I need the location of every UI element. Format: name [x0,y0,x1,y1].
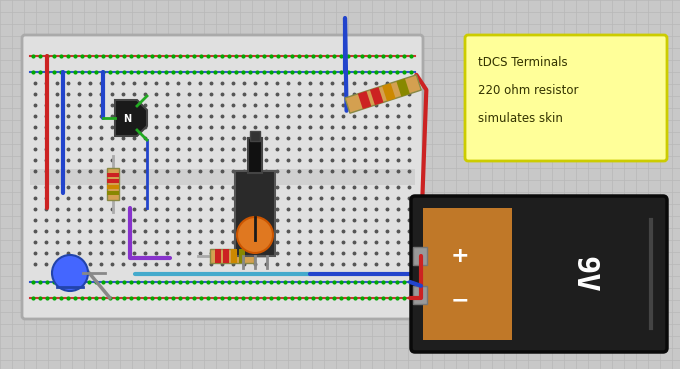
Bar [107,191,119,195]
Bar [248,138,262,173]
FancyBboxPatch shape [22,35,423,319]
Bar [30,169,415,185]
Polygon shape [382,83,396,101]
Polygon shape [345,75,422,113]
FancyBboxPatch shape [411,196,667,352]
Text: 220 ohm resistor: 220 ohm resistor [478,84,579,97]
Text: −: − [450,291,469,311]
Circle shape [237,217,273,253]
Polygon shape [370,87,384,105]
Bar [413,286,427,304]
Bar [215,249,221,263]
Bar [239,249,245,263]
FancyBboxPatch shape [465,35,667,161]
Bar [250,131,260,141]
Bar [423,208,512,340]
Text: N: N [123,114,131,124]
Bar [413,247,427,265]
Bar [235,171,275,256]
Bar [223,249,229,263]
Bar [107,185,119,189]
Circle shape [52,255,88,291]
Polygon shape [396,79,410,97]
Text: simulates skin: simulates skin [478,112,563,125]
Bar [210,249,254,263]
Polygon shape [115,100,147,136]
Text: 9V: 9V [569,256,598,292]
Bar [231,249,237,263]
Polygon shape [358,91,371,109]
Text: tDCS Terminals: tDCS Terminals [478,56,568,69]
Bar [107,168,119,200]
Text: +: + [450,246,469,266]
Bar [107,179,119,183]
Bar [107,173,119,177]
